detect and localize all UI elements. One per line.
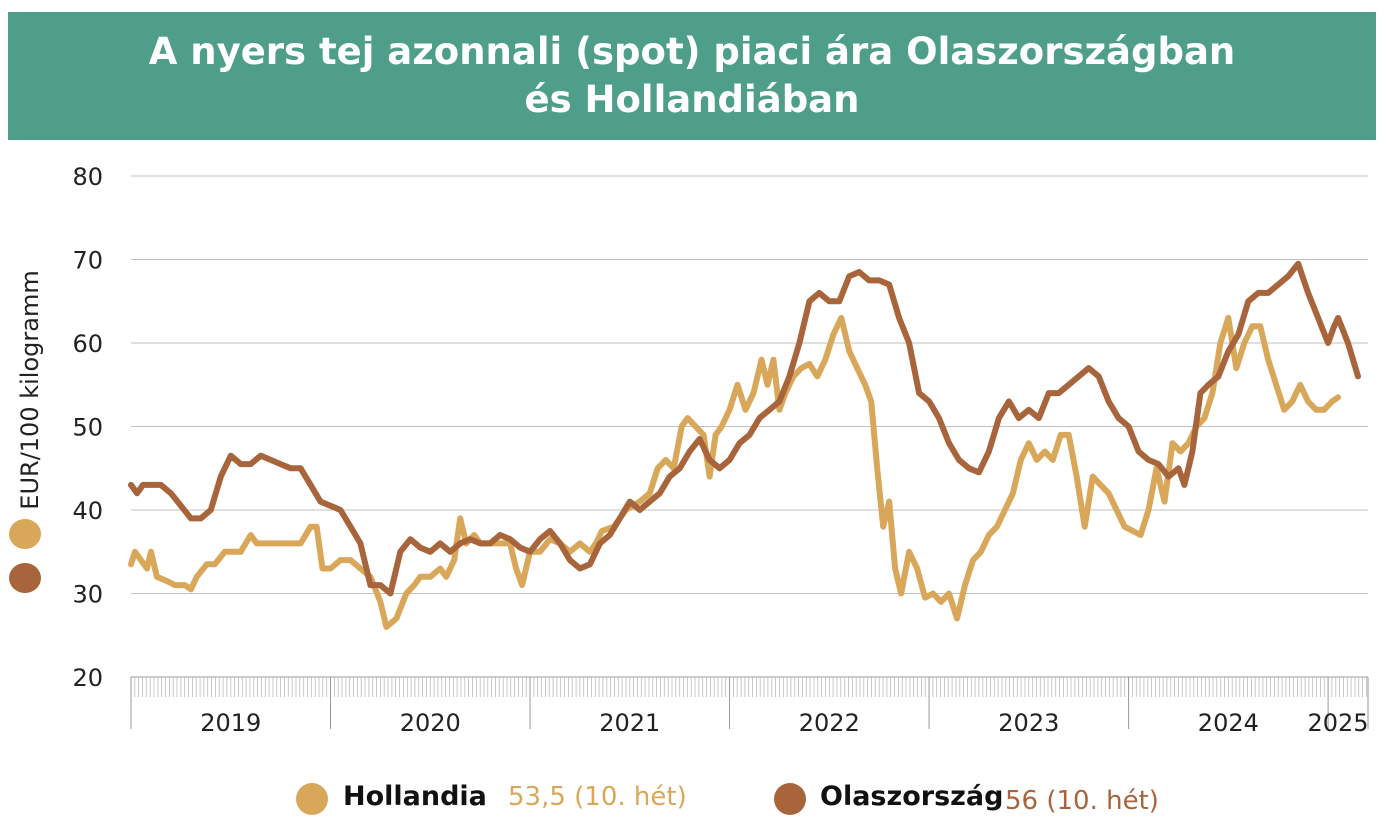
y-tick-label: 80 — [72, 163, 103, 191]
x-tick-label: 2022 — [799, 709, 860, 737]
y-tick-label: 40 — [72, 497, 103, 525]
legend-marker-olaszorszag — [774, 783, 806, 815]
x-tick-label: 2025 — [1307, 709, 1368, 737]
x-tick-label: 2023 — [998, 709, 1059, 737]
y-tick-label: 70 — [72, 247, 103, 275]
legend-label-hollandia: Hollandia — [343, 781, 487, 812]
x-tick-label: 2021 — [599, 709, 660, 737]
series-lines — [128, 260, 1361, 630]
chart-title-banner: A nyers tej azonnali (spot) piaci ára Ol… — [8, 12, 1376, 140]
chart-title-line1: A nyers tej azonnali (spot) piaci ára Ol… — [148, 30, 1236, 73]
legend-value-hollandia: 53,5 (10. hét) — [508, 782, 687, 812]
x-tick-label: 2019 — [200, 709, 261, 737]
chart-title-line2: és Hollandiában — [524, 78, 860, 121]
y-tick-label: 20 — [72, 664, 103, 692]
y-tick-label: 50 — [72, 414, 103, 442]
series-line-olaszorszag — [128, 260, 1361, 597]
x-minor-ticks — [130, 677, 1367, 697]
legend-marker-hollandia — [296, 783, 328, 815]
y-label-dot-hollandia — [9, 519, 41, 549]
x-tick-label: 2024 — [1198, 709, 1259, 737]
y-tick-label: 30 — [72, 581, 103, 609]
x-axis: 2019 2020 2021 2022 2023 2024 2025 — [130, 676, 1369, 737]
y-tick-label: 60 — [72, 330, 103, 358]
series-line-hollandia — [128, 314, 1342, 630]
x-tick-label: 2020 — [400, 709, 461, 737]
legend-label-olaszorszag: Olaszország — [820, 781, 1004, 812]
legend-value-olaszorszag: 56 (10. hét) — [1005, 786, 1159, 816]
grid-lines — [131, 175, 1368, 678]
y-axis-label: EUR/100 kilogramm — [16, 270, 44, 509]
y-label-dot-olaszorszag — [9, 563, 41, 593]
y-axis: 20 30 40 50 60 70 80 — [72, 163, 103, 692]
